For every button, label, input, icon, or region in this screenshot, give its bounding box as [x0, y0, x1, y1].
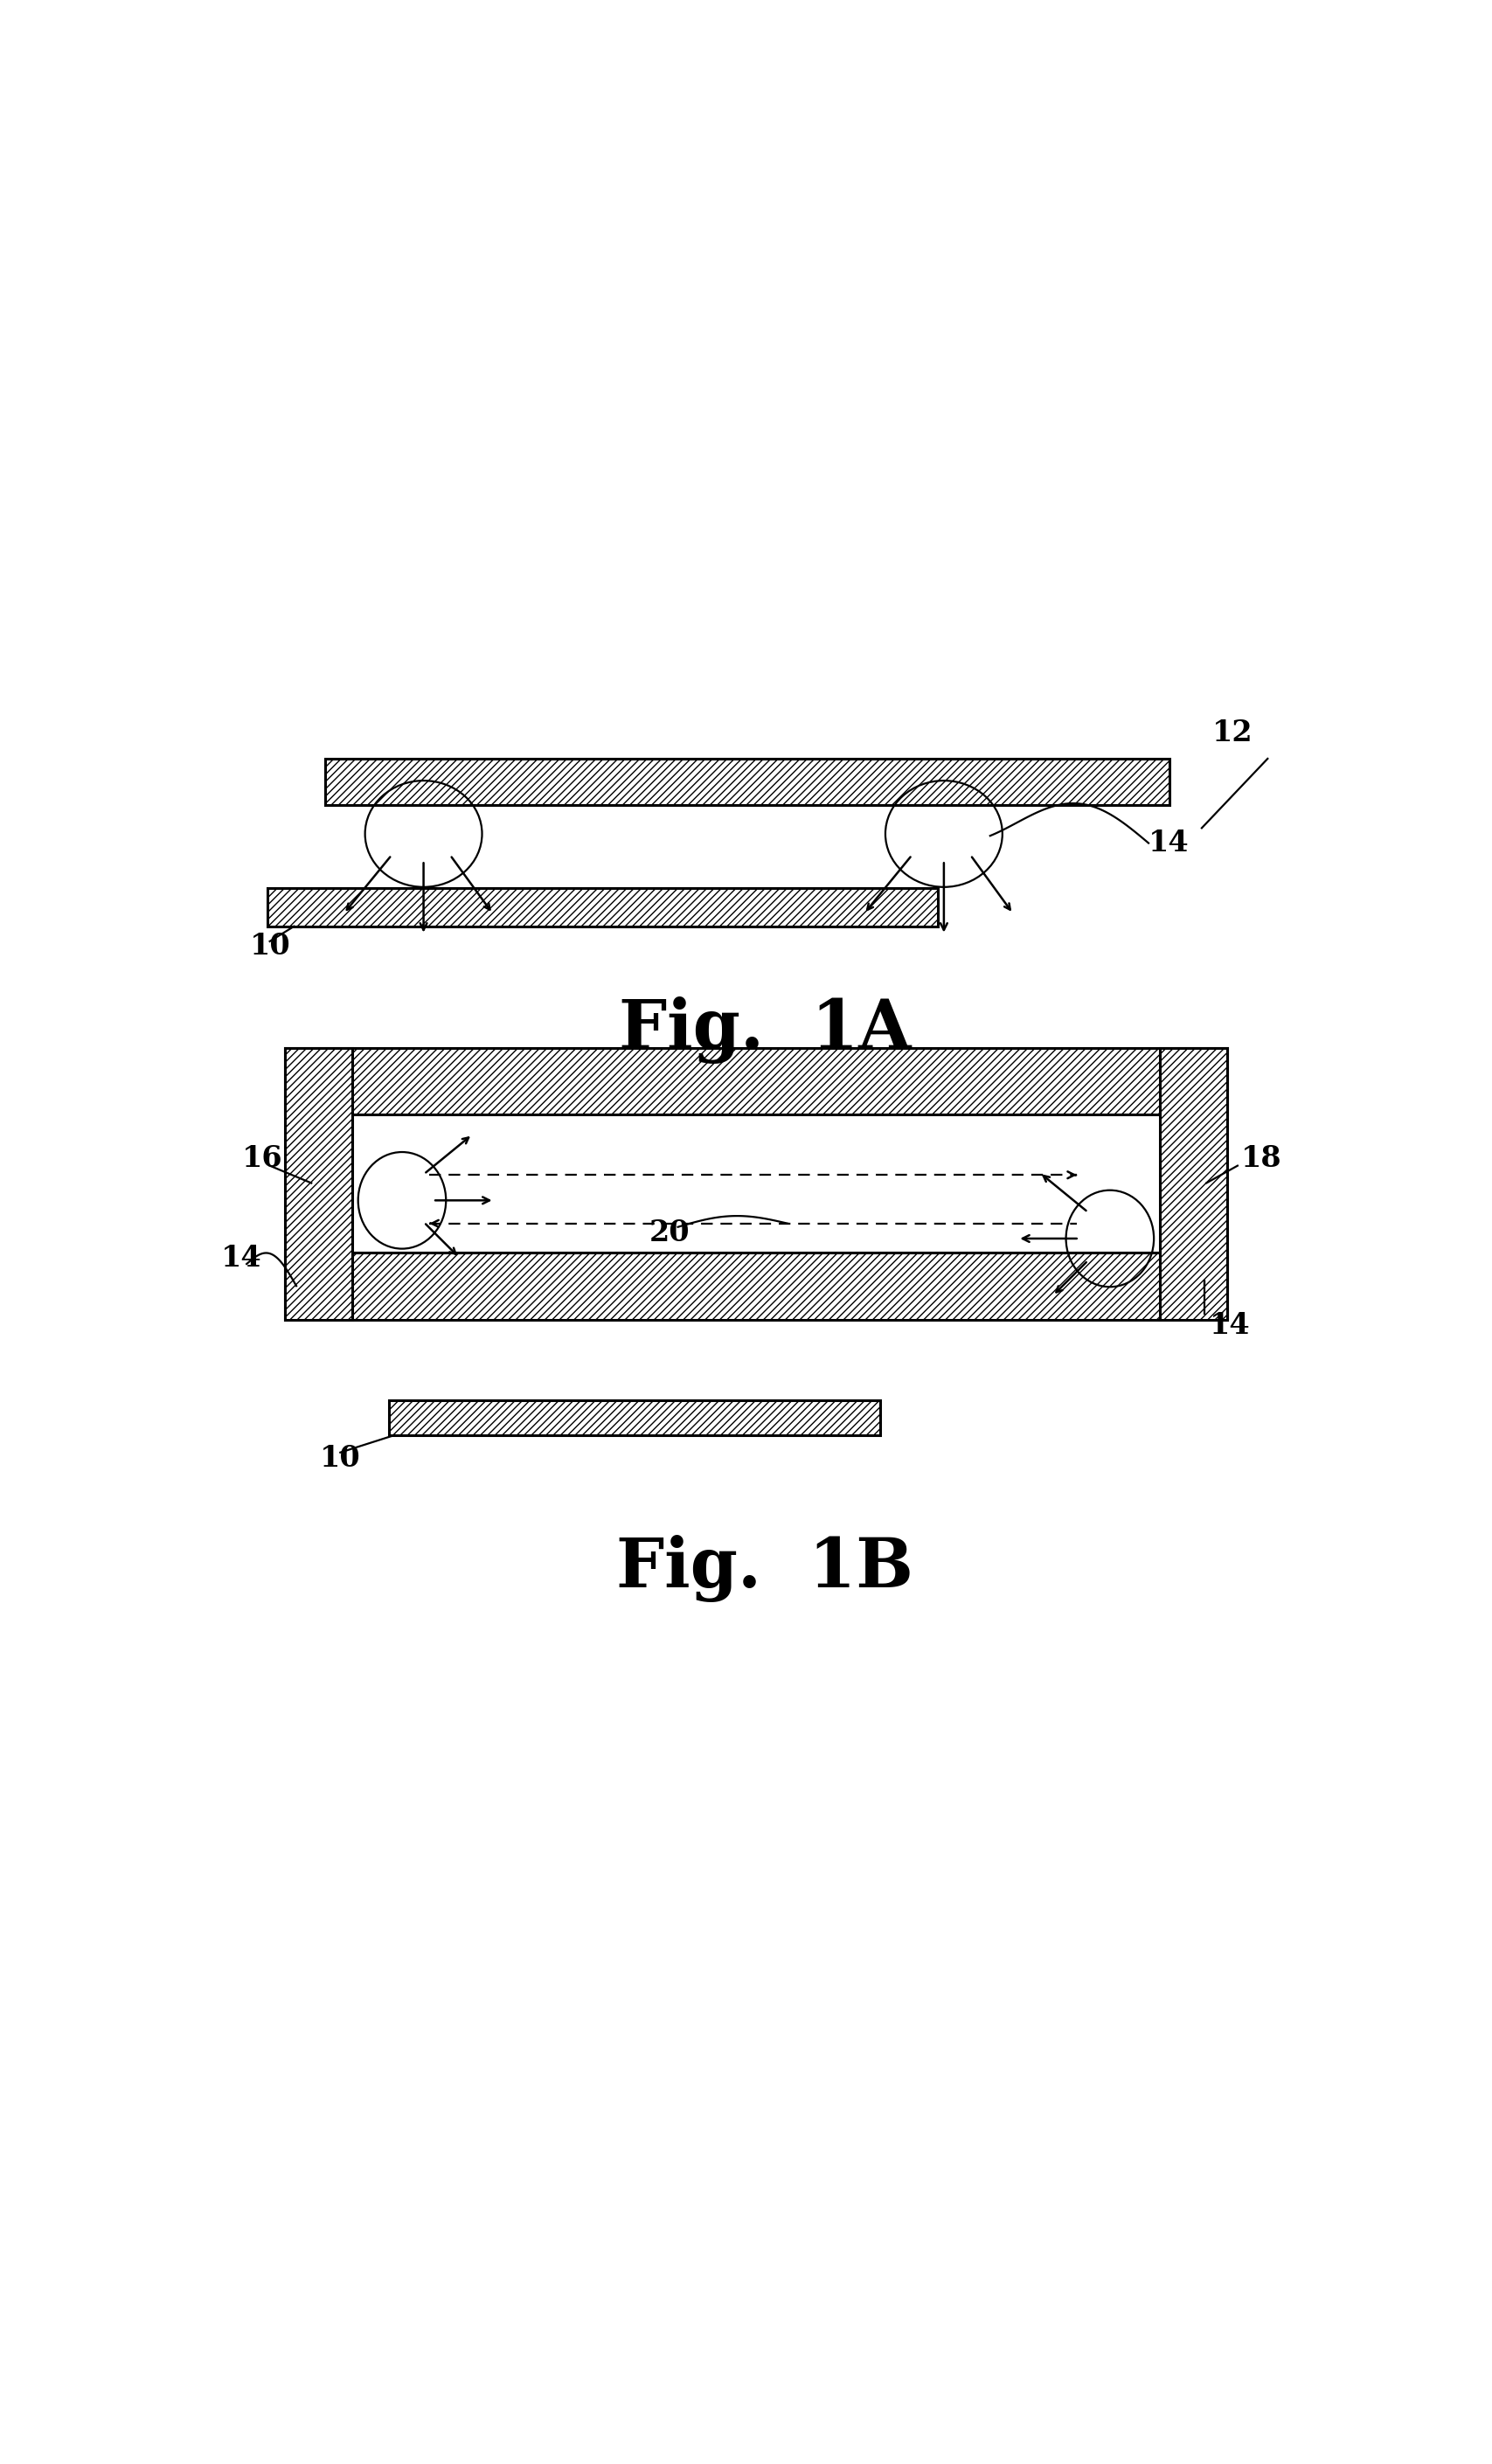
Text: 10: 10	[251, 931, 291, 961]
Text: 16: 16	[242, 1143, 283, 1173]
Bar	[285, 1047, 1226, 1114]
Text: 14: 14	[1210, 1311, 1250, 1340]
Bar	[285, 1047, 352, 1321]
Text: Fig.  1B: Fig. 1B	[616, 1535, 913, 1602]
Bar	[325, 759, 1170, 806]
Bar	[352, 1114, 1161, 1252]
Text: Fig.  1A: Fig. 1A	[619, 998, 910, 1064]
Bar	[267, 887, 938, 926]
Bar	[1161, 1047, 1226, 1321]
Text: 20: 20	[649, 1217, 689, 1247]
Bar	[285, 1252, 1226, 1321]
Text: 14: 14	[221, 1244, 263, 1271]
Text: 14: 14	[1149, 828, 1189, 857]
Bar	[389, 1400, 880, 1434]
Text: 10: 10	[319, 1444, 361, 1473]
Text: 18: 18	[1241, 1143, 1282, 1173]
Text: 12: 12	[1212, 719, 1253, 747]
